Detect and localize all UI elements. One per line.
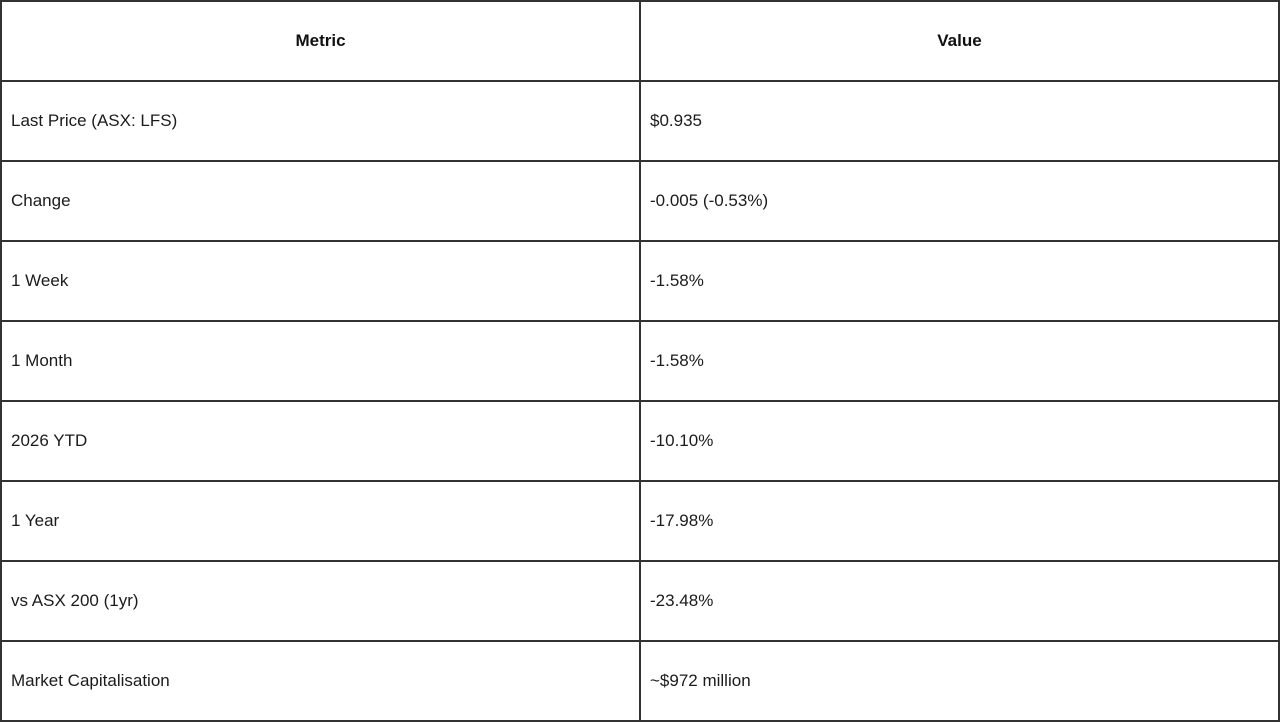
value-cell: ~$972 million	[639, 640, 1280, 722]
metric-cell: 1 Week	[0, 240, 641, 322]
table-body: Last Price (ASX: LFS) $0.935 Change -0.005 …	[0, 80, 1280, 722]
table-row: Market Capitalisation ~$972 million	[0, 640, 1280, 722]
metric-cell: vs ASX 200 (1yr)	[0, 560, 641, 642]
table-row: Change -0.005 (-0.53%)	[0, 160, 1280, 242]
metric-cell: Market Capitalisation	[0, 640, 641, 722]
metric-cell: 1 Year	[0, 480, 641, 562]
value-cell: -1.58%	[639, 240, 1280, 322]
metric-cell: Last Price (ASX: LFS)	[0, 80, 641, 162]
value-cell: -10.10%	[639, 400, 1280, 482]
metric-cell: 1 Month	[0, 320, 641, 402]
header-row: Metric Value	[0, 0, 1280, 82]
column-header-value: Value	[639, 0, 1280, 82]
table-row: Last Price (ASX: LFS) $0.935	[0, 80, 1280, 162]
value-cell: -23.48%	[639, 560, 1280, 642]
value-cell: -0.005 (-0.53%)	[639, 160, 1280, 242]
metric-cell: Change	[0, 160, 641, 242]
table-header: Metric Value	[0, 0, 1280, 82]
table-row: 1 Year -17.98%	[0, 480, 1280, 562]
table-row: 2026 YTD -10.10%	[0, 400, 1280, 482]
column-header-metric: Metric	[0, 0, 641, 82]
metric-cell: 2026 YTD	[0, 400, 641, 482]
value-cell: -1.58%	[639, 320, 1280, 402]
table-row: 1 Week -1.58%	[0, 240, 1280, 322]
value-cell: $0.935	[639, 80, 1280, 162]
value-cell: -17.98%	[639, 480, 1280, 562]
table-row: vs ASX 200 (1yr) -23.48%	[0, 560, 1280, 642]
table-row: 1 Month -1.58%	[0, 320, 1280, 402]
